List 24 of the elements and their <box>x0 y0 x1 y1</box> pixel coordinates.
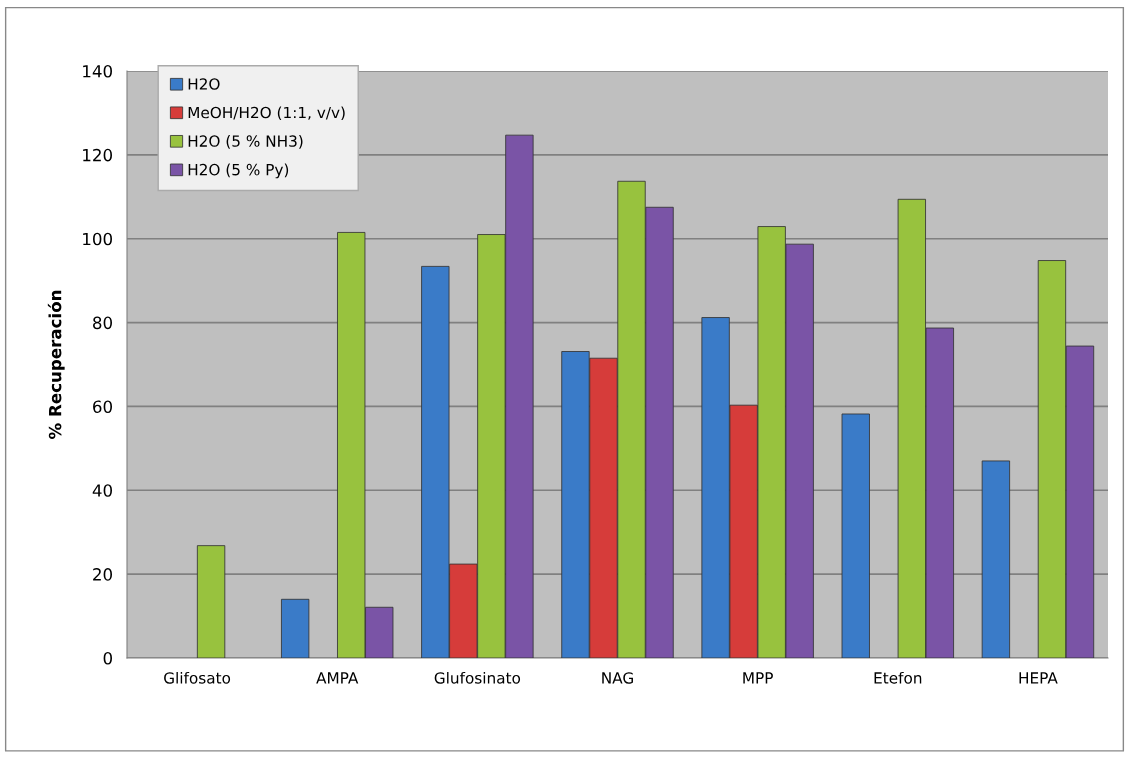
bar <box>196 545 226 658</box>
y-tick-label: 60 <box>93 400 112 413</box>
x-tick-label: Glufosinato <box>434 671 521 684</box>
y-tick-label: 0 <box>103 651 112 665</box>
bar <box>281 598 310 658</box>
legend-label: H2O <box>188 78 220 90</box>
legend-label: H2O (5 % Py) <box>188 163 289 179</box>
x-tick-label: AMPA <box>316 672 359 684</box>
x-tick-label: Etefon <box>874 671 922 684</box>
x-tick-label: NAG <box>602 672 633 684</box>
legend-label: H2O (5 % NH3) <box>188 135 303 149</box>
bar <box>841 413 870 658</box>
y-tick-label: 20 <box>93 568 112 581</box>
x-tick-label: MPP <box>743 672 773 684</box>
y-tick-label: 40 <box>92 484 112 497</box>
bar <box>981 460 1011 658</box>
y-tick-label: 120 <box>83 148 112 162</box>
y-tick-label: 140 <box>83 64 112 78</box>
legend-label: MeOH/H2O (1:1, v/v) <box>188 106 345 121</box>
y-axis-title: % Recuperación <box>47 290 65 439</box>
x-tick-label: HEPA <box>1019 672 1058 684</box>
y-tick-label: 100 <box>83 232 112 246</box>
x-tick-label: Glifosato <box>164 671 231 684</box>
y-tick-label: 80 <box>93 316 112 330</box>
